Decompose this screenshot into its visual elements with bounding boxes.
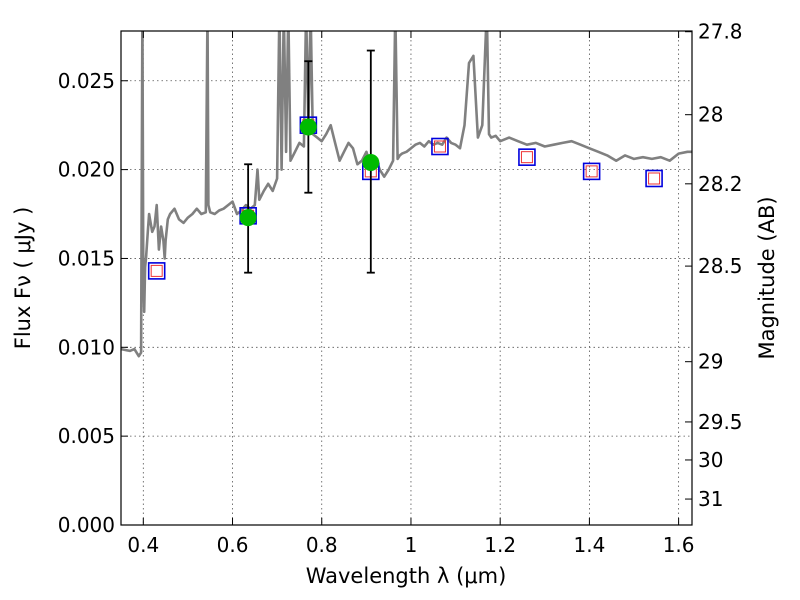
model-square-inner <box>150 264 163 277</box>
data-layer <box>121 31 692 358</box>
y2-tick-label: 31 <box>698 487 723 511</box>
y2-tick-label: 27.8 <box>698 20 743 44</box>
x-tick-label: 0.6 <box>217 533 249 557</box>
y-tick-label: 0.015 <box>58 246 115 270</box>
y-axis-label: Flux Fν ( μJy ) <box>11 207 35 350</box>
spectrum-line <box>121 31 692 358</box>
y-tick-label: 0.020 <box>58 158 115 182</box>
x-tick-label: 1.2 <box>484 533 516 557</box>
plot-frame <box>120 30 693 526</box>
y-tick-label: 0.025 <box>58 69 115 93</box>
model-square <box>147 262 166 280</box>
observed-point <box>239 209 257 227</box>
x-tick-label: 1.6 <box>663 533 695 557</box>
y-tick-label: 0.000 <box>58 513 115 537</box>
model-square-inner <box>585 165 598 178</box>
x-tick-label: 1 <box>405 533 418 557</box>
model-square <box>645 169 663 188</box>
y-tick-label: 0.005 <box>58 424 115 448</box>
x-tick-label: 0.8 <box>306 533 338 557</box>
model-square-inner <box>648 172 661 185</box>
model-square <box>431 137 449 156</box>
y2-axis-label: Magnitude (AB) <box>755 196 779 359</box>
observed-point <box>299 118 317 136</box>
model-square-inner <box>433 140 446 153</box>
y2-tick-label: 30 <box>698 448 723 472</box>
model-square <box>582 162 601 181</box>
x-axis-label: Wavelength λ (μm) <box>306 564 507 588</box>
x-tick-label: 0.4 <box>127 533 159 557</box>
y2-tick-label: 28 <box>698 103 723 127</box>
observed-point <box>362 153 380 171</box>
y-tick-label: 0.010 <box>58 335 115 359</box>
plot-background <box>121 31 692 525</box>
x-tick-label: 1.4 <box>573 533 605 557</box>
y2-tick-label: 29 <box>698 350 723 374</box>
y2-tick-label: 28.5 <box>698 254 743 278</box>
model-square <box>518 148 536 166</box>
y2-tick-label: 28.2 <box>698 172 743 196</box>
y2-tick-label: 29.5 <box>698 410 743 434</box>
model-square-inner <box>520 151 533 164</box>
ticks: 0.4 0.6 0.8 1 1.2 1.4 1.6 0.000 0.005 0.010 0.015 0… <box>58 20 743 557</box>
